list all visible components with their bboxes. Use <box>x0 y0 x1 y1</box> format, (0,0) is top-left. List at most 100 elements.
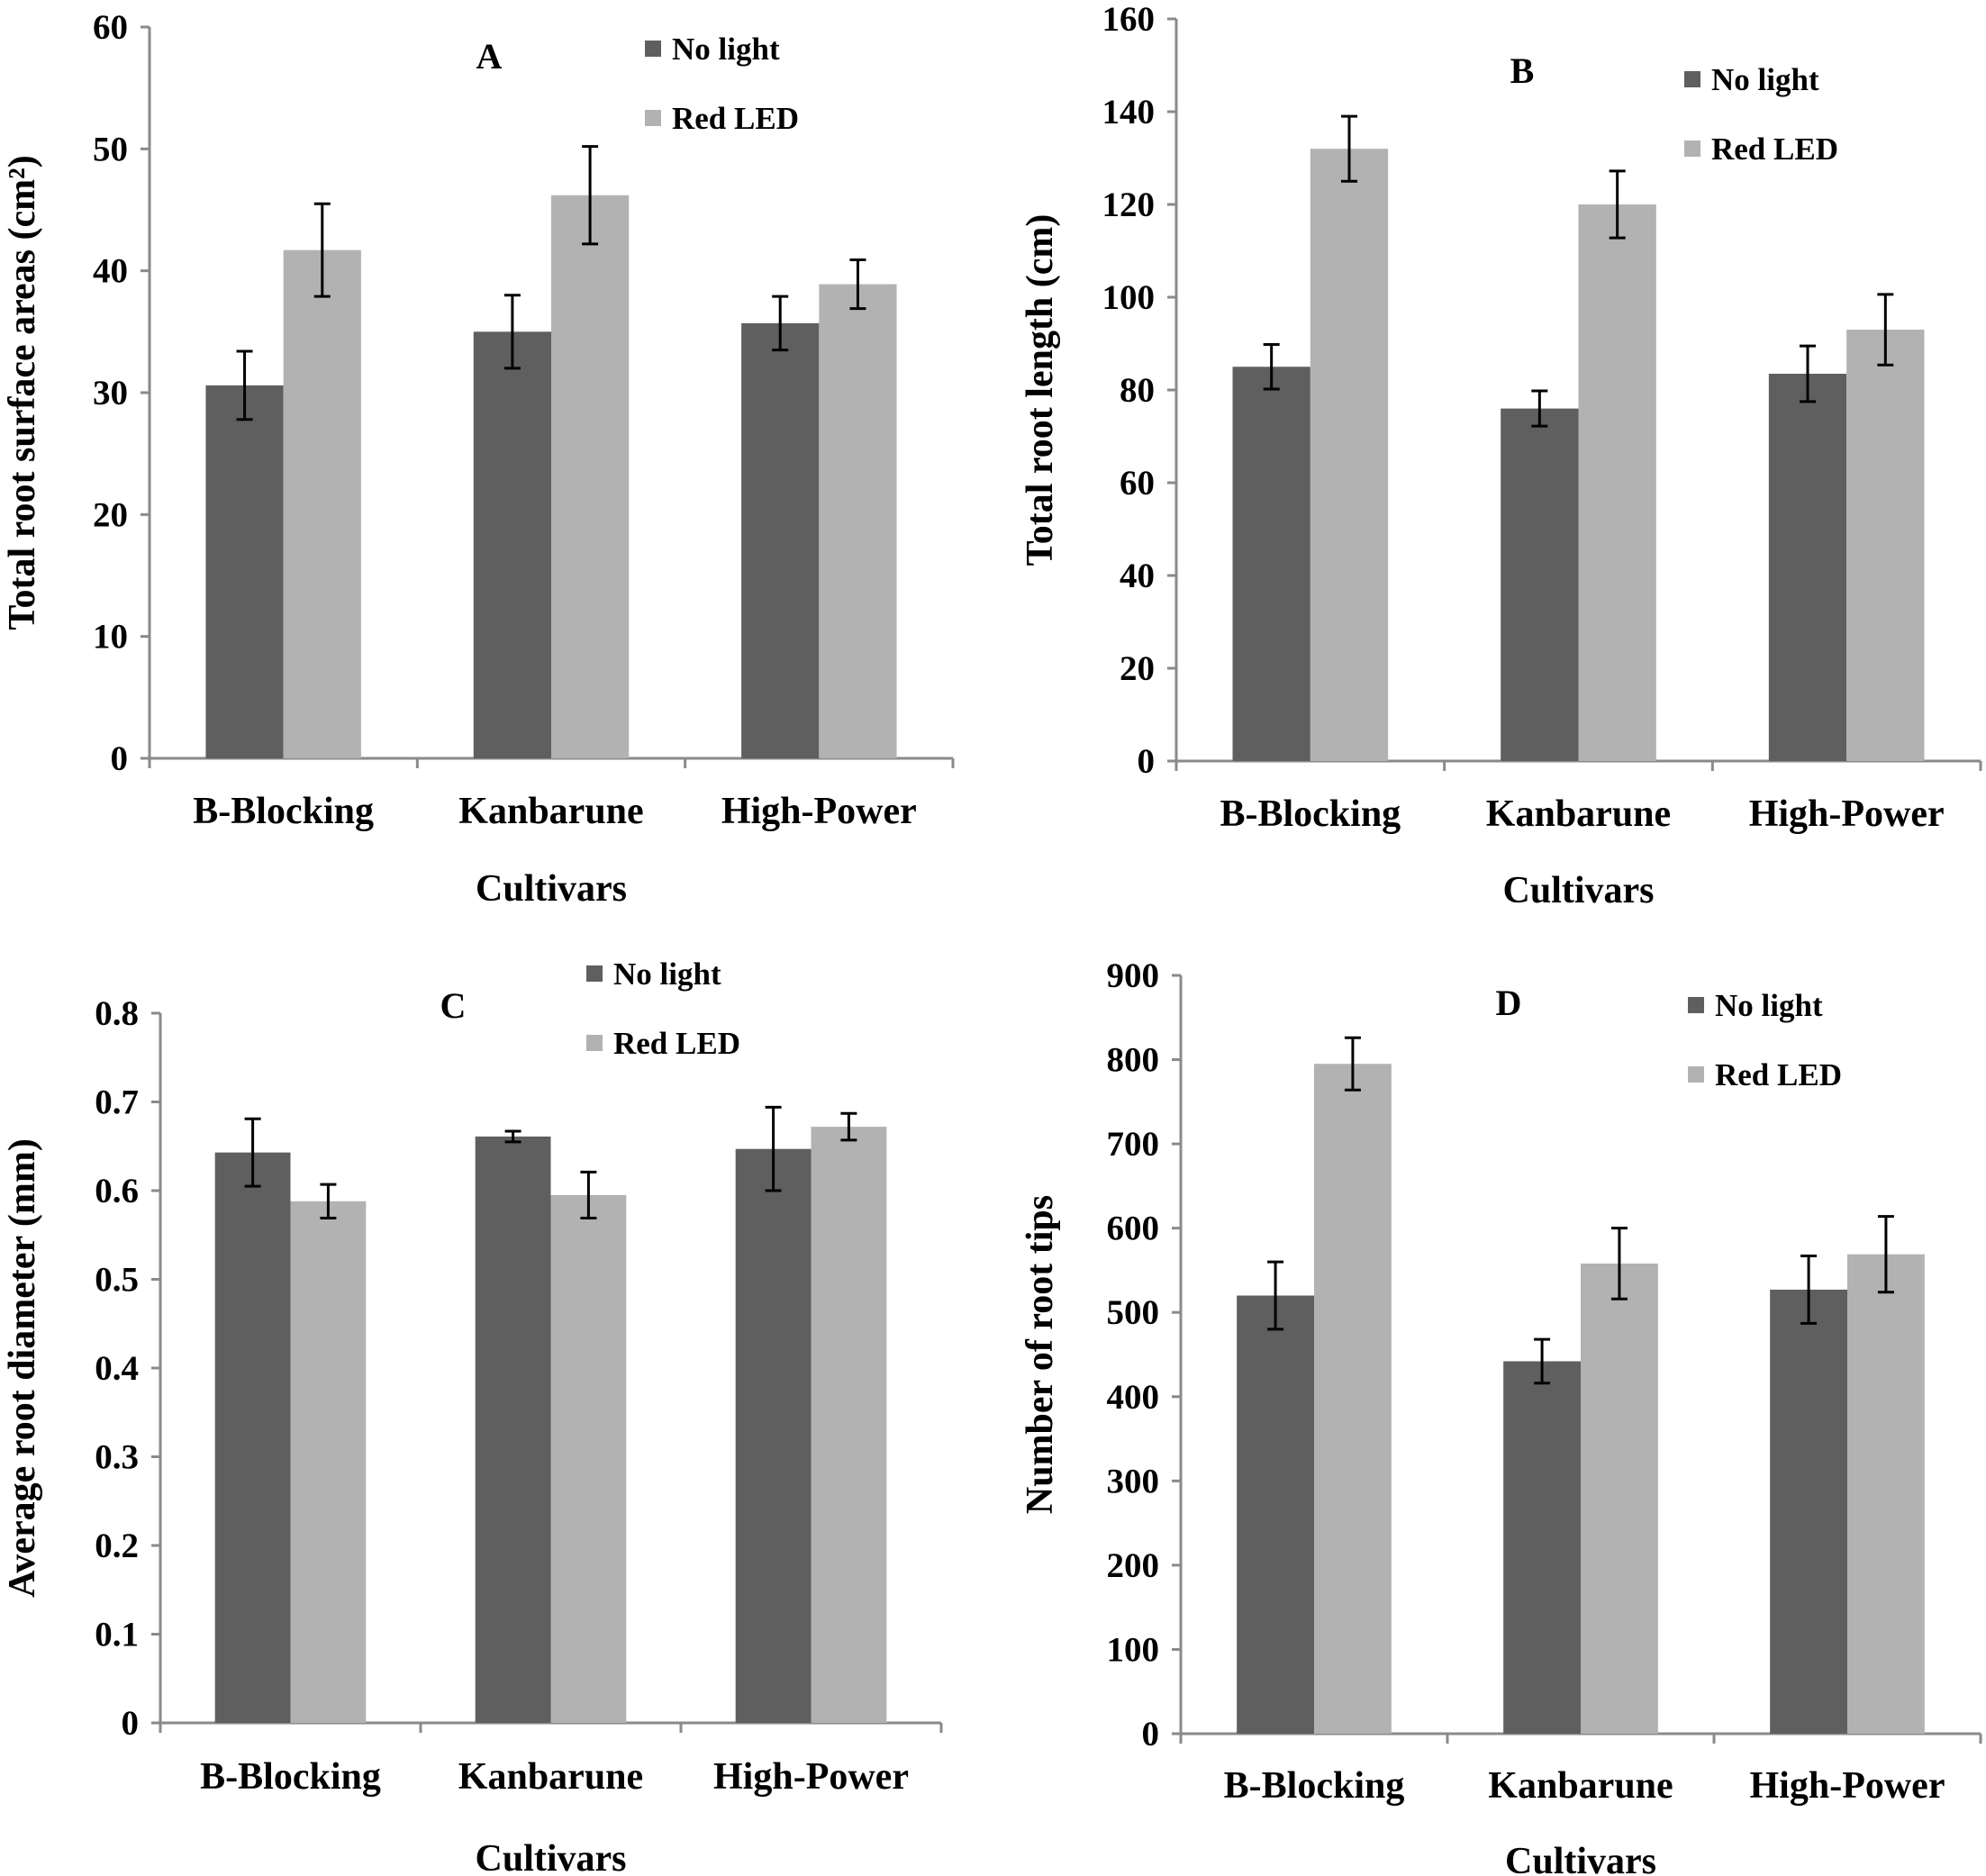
bar-no-light-high-power <box>1768 373 1847 761</box>
bar-no-light-high-power <box>735 1148 812 1723</box>
y-tick-label: 0 <box>1138 742 1156 781</box>
bar-no-light-kanbarune <box>1503 1361 1581 1734</box>
y-tick-label: 160 <box>1102 0 1156 39</box>
legend-label-no-light: No light <box>1715 988 1823 1023</box>
y-tick-label: 0.1 <box>95 1616 139 1654</box>
legend: No light Red LED <box>1688 988 1842 1092</box>
legend: No light Red LED <box>645 32 799 136</box>
y-tick-label: 300 <box>1107 1462 1160 1500</box>
bar-red-led-b-blocking <box>1310 149 1389 761</box>
panel-letter: D <box>1496 983 1522 1023</box>
bar-red-led-kanbarune <box>551 195 630 758</box>
y-tick-label: 500 <box>1107 1293 1160 1332</box>
legend-label-red-led: Red LED <box>1711 131 1838 167</box>
bar-red-led-b-blocking <box>283 249 361 758</box>
legend-swatch-no-light <box>645 41 661 57</box>
y-tick-label: 600 <box>1107 1210 1160 1248</box>
y-tick-label: 40 <box>1120 557 1155 595</box>
y-tick-label: 0 <box>111 739 129 778</box>
legend: No light Red LED <box>1684 62 1838 167</box>
panel-letter: A <box>476 36 503 77</box>
x-category-label: B-Blocking <box>1224 1765 1405 1807</box>
legend-label-no-light: No light <box>672 32 780 67</box>
x-category-label: B-Blocking <box>1220 793 1401 835</box>
bar-red-led-high-power <box>1846 330 1925 761</box>
chart-panel-d: 0 100 200 300 400 500 600 700 800 900 B-Blocking Ka… <box>1020 956 1982 1876</box>
y-tick-label: 120 <box>1102 186 1156 224</box>
panel-letter: B <box>1510 50 1535 91</box>
legend-label-red-led: Red LED <box>672 101 799 136</box>
y-tick-label: 20 <box>93 495 128 534</box>
x-axis-title: Cultivars <box>476 868 627 910</box>
y-tick-label: 0.8 <box>95 994 139 1033</box>
bar-no-light-high-power <box>741 322 820 758</box>
y-axis-title: Number of root tips <box>1020 1195 1061 1514</box>
chart-panel-b: 0 20 40 60 80 100 120 140 160 B-Blocking Kanbarune… <box>1020 0 1982 911</box>
y-tick-label: 60 <box>93 8 128 47</box>
panel-letter: C <box>440 985 467 1026</box>
x-category-label: Kanbarune <box>458 1756 643 1798</box>
x-category-label: B-Blocking <box>193 791 374 832</box>
x-category-label: B-Blocking <box>200 1756 381 1798</box>
y-tick-label: 800 <box>1107 1041 1160 1080</box>
legend-swatch-red-led <box>1684 140 1700 157</box>
y-tick-label: 0.7 <box>95 1083 139 1122</box>
legend-swatch-no-light <box>1688 997 1704 1013</box>
y-tick-label: 0.2 <box>95 1527 139 1565</box>
bar-no-light-b-blocking <box>205 385 284 758</box>
legend-swatch-no-light <box>586 965 603 982</box>
y-tick-label: 100 <box>1102 278 1156 317</box>
bar-no-light-b-blocking <box>1232 367 1310 761</box>
legend-label-no-light: No light <box>613 956 721 992</box>
y-tick-label: 50 <box>93 130 128 168</box>
x-axis-title: Cultivars <box>476 1838 627 1876</box>
y-axis-title: Average root diameter (mm) <box>2 1138 43 1598</box>
y-axis-title: Total root surface areas (cm²) <box>2 155 43 630</box>
legend-label-red-led: Red LED <box>1715 1057 1842 1092</box>
bar-red-led-b-blocking <box>1314 1064 1392 1734</box>
bar-no-light-b-blocking <box>214 1152 291 1723</box>
y-axis-title: Total root length (cm) <box>1020 214 1061 566</box>
x-category-label: High-Power <box>713 1756 909 1798</box>
y-tick-label: 0.4 <box>95 1349 139 1388</box>
x-category-label: High-Power <box>721 791 917 832</box>
y-tick-label: 140 <box>1102 93 1156 131</box>
legend-label-red-led: Red LED <box>613 1026 740 1061</box>
y-tick-label: 60 <box>1120 464 1155 503</box>
legend-swatch-red-led <box>586 1035 603 1051</box>
y-tick-label: 100 <box>1107 1630 1160 1669</box>
x-category-label: High-Power <box>1749 793 1945 835</box>
y-tick-label: 0.6 <box>95 1172 139 1210</box>
x-category-label: Kanbarune <box>1488 1765 1673 1807</box>
bar-no-light-kanbarune <box>1501 408 1579 761</box>
y-tick-label: 0.3 <box>95 1438 139 1477</box>
x-category-label: Kanbarune <box>458 791 643 832</box>
bar-red-led-kanbarune <box>1581 1263 1658 1734</box>
bar-no-light-kanbarune <box>475 1136 551 1723</box>
legend-swatch-red-led <box>1688 1066 1704 1083</box>
bar-red-led-kanbarune <box>1578 204 1656 761</box>
bar-red-led-b-blocking <box>290 1201 367 1723</box>
bar-red-led-high-power <box>819 284 897 758</box>
bar-red-led-high-power <box>1847 1254 1925 1734</box>
y-tick-label: 700 <box>1107 1125 1160 1164</box>
y-tick-label: 0 <box>122 1704 140 1743</box>
y-tick-label: 0.5 <box>95 1261 139 1300</box>
legend: No light Red LED <box>586 956 740 1061</box>
x-axis-title: Cultivars <box>1503 870 1655 911</box>
y-tick-label: 40 <box>93 252 128 291</box>
bar-no-light-kanbarune <box>473 331 551 758</box>
y-tick-label: 10 <box>93 618 128 657</box>
legend-swatch-no-light <box>1684 71 1700 87</box>
bar-red-led-high-power <box>811 1127 887 1723</box>
y-tick-label: 200 <box>1107 1546 1160 1585</box>
chart-panel-c: 0 0.1 0.2 0.3 0.4 0.5 0.6 0.7 0.8 B-Blocking Kanba… <box>2 956 943 1876</box>
y-tick-label: 80 <box>1120 371 1155 410</box>
y-tick-label: 30 <box>93 374 128 412</box>
chart-panel-a: 0 10 20 30 40 50 60 B-Blocking Kanbarune High-Pow… <box>2 8 955 910</box>
x-category-label: Kanbarune <box>1486 793 1671 835</box>
y-tick-label: 0 <box>1142 1715 1160 1754</box>
y-tick-label: 900 <box>1107 956 1160 995</box>
x-category-label: High-Power <box>1750 1765 1945 1807</box>
